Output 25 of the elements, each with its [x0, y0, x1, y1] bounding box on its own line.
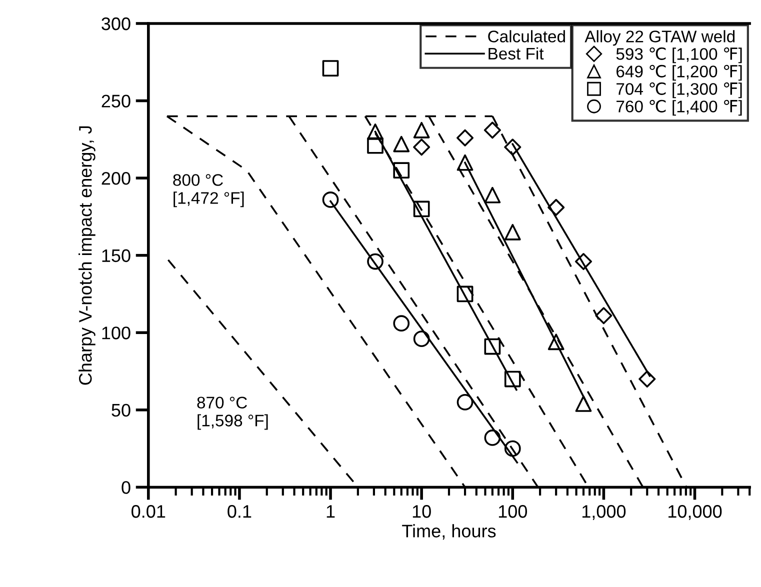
y-tick-label: 250 — [102, 94, 130, 108]
legend-label: 704 ℃ [1,300 ℉] — [616, 82, 742, 98]
x-tick-label: 1,000 — [582, 505, 626, 520]
x-axis-title: Time, hours — [402, 524, 496, 540]
annotation: 870 °C [1,598 °F] — [197, 396, 268, 430]
y-tick-label: 200 — [102, 172, 130, 185]
legend-label: Best Fit — [488, 47, 544, 60]
y-axis-title: Charpy V-notch impact energy, J — [78, 126, 96, 385]
y-tick-label: 0 — [122, 481, 130, 494]
x-tick-label: 100 — [498, 505, 527, 518]
legend-title: Alloy 22 GTAW weld — [584, 30, 735, 46]
x-tick-label: 1 — [326, 505, 335, 518]
y-tick-label: 50 — [112, 404, 130, 417]
x-tick-label: 10,000 — [668, 505, 722, 520]
x-tick-label: 0.01 — [132, 505, 166, 518]
y-tick-label: 300 — [102, 17, 130, 30]
legend-label: 593 ℃ [1,100 ℉] — [616, 47, 742, 64]
y-tick-label: 100 — [102, 326, 130, 340]
x-tick-label: 0.1 — [228, 505, 252, 518]
legend-label: Calculated — [488, 30, 565, 42]
y-tick-label: 150 — [102, 249, 130, 262]
annotation: 800 °C [1,472 °F] — [173, 174, 244, 208]
legend-label: 649 ℃ [1,200 ℉] — [616, 64, 742, 81]
legend-label: 760 ℃ [1,400 ℉] — [616, 100, 742, 116]
x-tick-label: 10 — [412, 505, 431, 518]
